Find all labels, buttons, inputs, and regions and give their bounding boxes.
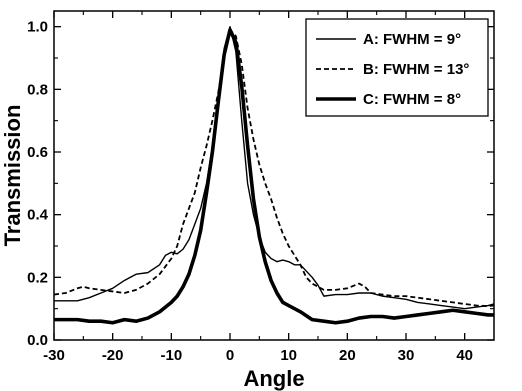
series-line-b [54,28,494,308]
y-tick-label: 0.2 [27,269,48,286]
x-tick-label: 40 [456,347,473,364]
legend-label-a: A: FWHM = 9° [363,31,461,48]
series-layer [54,25,494,325]
x-tick-label: 0 [226,347,234,364]
x-tick-label: -20 [102,347,124,364]
plot-frame [53,10,495,341]
y-tick-label: 0.6 [27,144,48,161]
legend-label-b: B: FWHM = 13° [363,61,469,78]
legend-label-c: C: FWHM = 8° [363,91,461,108]
legend: A: FWHM = 9° B: FWHM = 13° C: FWHM = 8° [305,18,489,117]
y-tick-label: 0.0 [27,332,48,349]
y-axis-title: Transmission [0,105,25,247]
y-tick-label: 0.4 [27,207,49,224]
x-tick-label: 30 [398,347,415,364]
ticks-layer [53,11,494,341]
x-axis-title: Angle [243,366,304,391]
tick-labels-layer: -30 -20 -10 0 10 20 30 40 0.0 0.2 0.4 0.6 0.8 1.0 [27,19,473,364]
x-tick-label: 10 [280,347,297,364]
series-line-c [54,28,494,325]
y-tick-label: 0.8 [27,81,48,98]
y-tick-label: 1.0 [27,19,48,36]
x-tick-label: -30 [43,347,65,364]
x-tick-label: -10 [160,347,182,364]
x-tick-label: 20 [339,347,356,364]
